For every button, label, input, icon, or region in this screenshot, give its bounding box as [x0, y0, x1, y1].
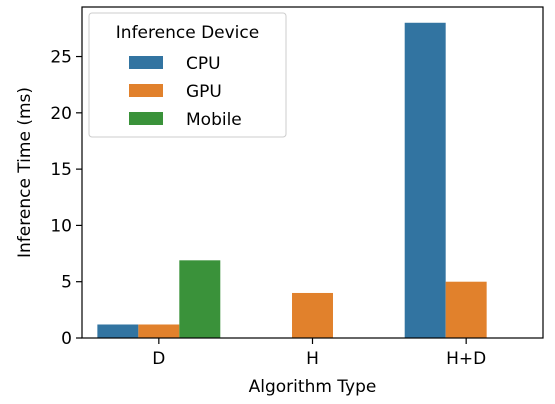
y-tick-label-4: 20 — [50, 104, 72, 124]
legend-title: Inference Device — [116, 23, 259, 43]
bar-cpu-hplusd — [404, 22, 446, 339]
y-tick-label-0: 0 — [61, 329, 72, 349]
x-axis-label: Algorithm Type — [249, 377, 377, 397]
y-axis-label: Inference Time (ms) — [15, 87, 35, 258]
x-tick-label-0: D — [152, 349, 165, 369]
bars — [97, 22, 487, 339]
plot-frame — [81, 6, 544, 339]
y-tick-label-5: 25 — [50, 48, 72, 68]
legend-swatch-gpu — [129, 84, 163, 97]
legend-label-cpu: CPU — [186, 54, 221, 74]
legend-swatch-mobile — [129, 112, 163, 125]
legend-label-mobile: Mobile — [186, 110, 242, 130]
bar-gpu-h — [292, 292, 333, 338]
x-axis-ticks: D H H+D — [152, 338, 486, 369]
bar-mobile-d — [179, 260, 221, 338]
legend: Inference Device CPU GPU Mobile — [88, 12, 287, 138]
legend-swatch-cpu — [129, 56, 163, 69]
bar-cpu-d — [97, 324, 139, 338]
x-tick-label-1: H — [306, 349, 319, 369]
y-tick-label-3: 15 — [50, 160, 72, 180]
x-tick-label-2: H+D — [446, 349, 486, 369]
legend-label-gpu: GPU — [186, 82, 222, 102]
y-tick-label-1: 5 — [61, 273, 72, 293]
y-axis-ticks: 0 5 10 15 20 25 — [50, 48, 82, 349]
bar-gpu-d — [138, 324, 180, 338]
y-tick-label-2: 10 — [50, 216, 72, 236]
legend-items: CPU GPU Mobile — [129, 54, 242, 130]
bar-gpu-hplusd — [445, 281, 487, 338]
legend-box — [88, 12, 287, 138]
